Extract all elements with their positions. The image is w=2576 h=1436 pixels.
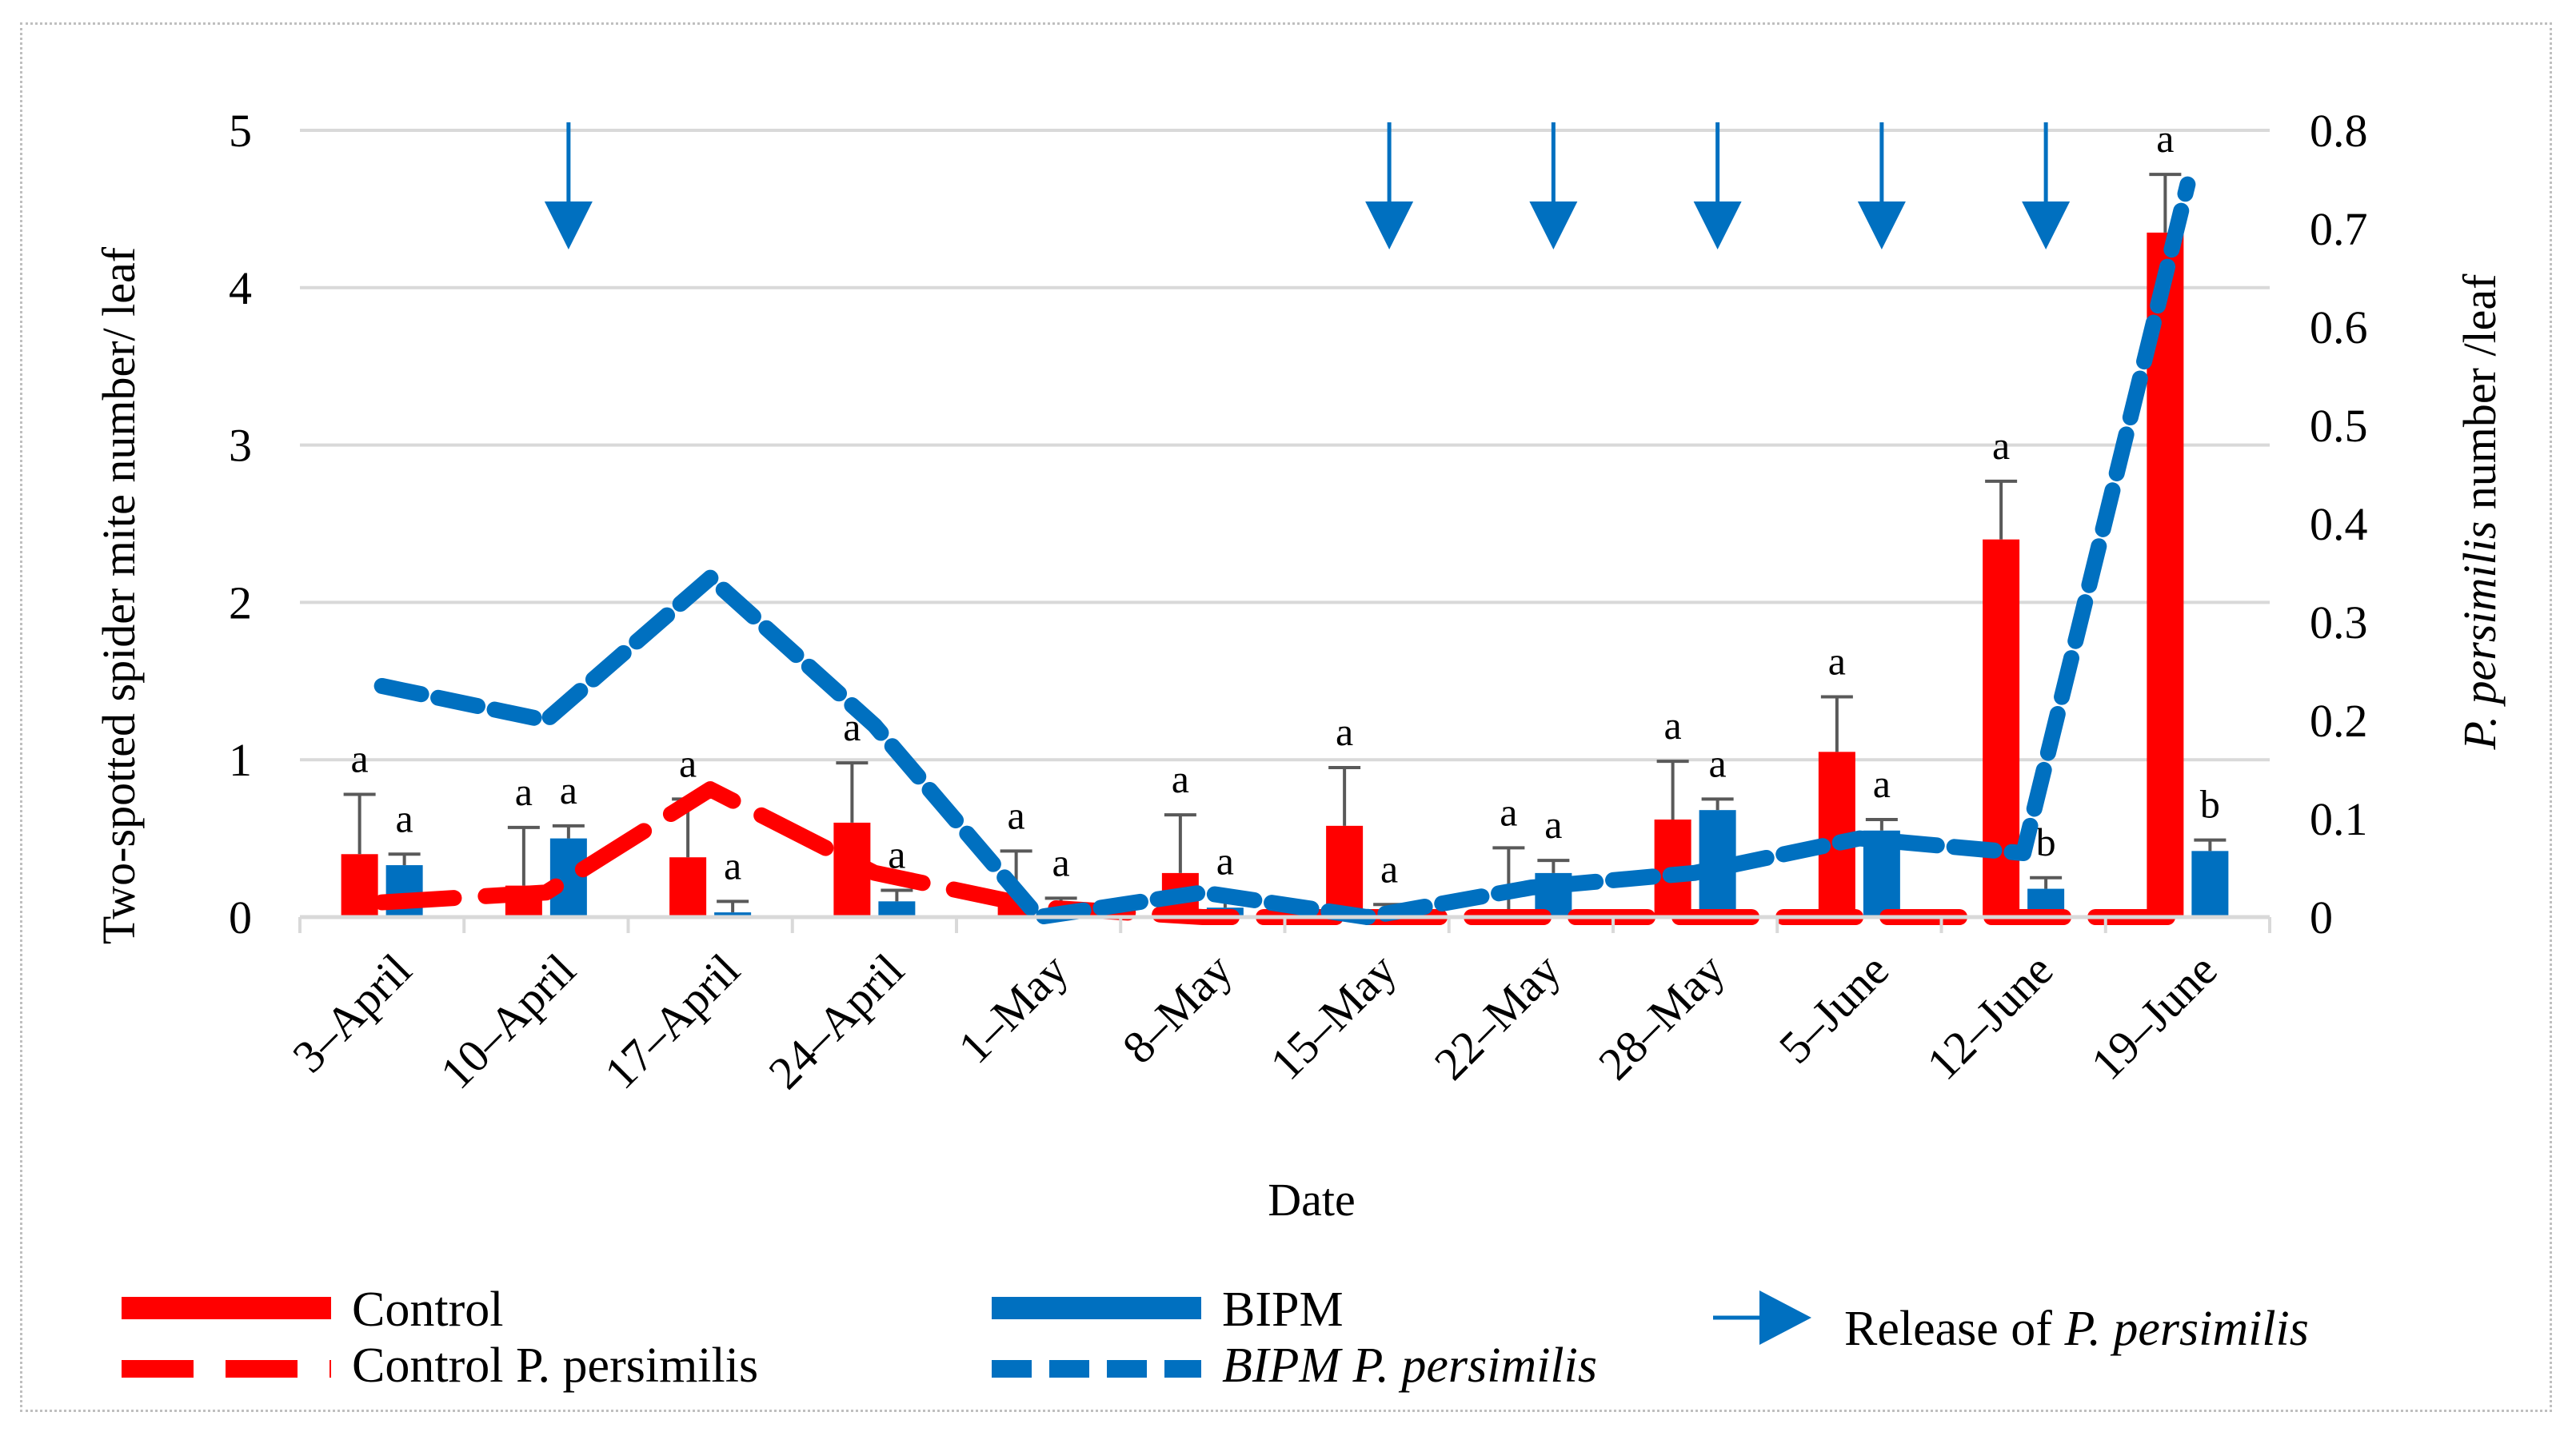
- y-right-tick-label: 0.3: [2310, 596, 2368, 648]
- significance-letter: a: [1172, 756, 1189, 801]
- y-left-tick-label: 3: [229, 420, 252, 472]
- legend-control-pp-label: Control P. persimilis: [352, 1338, 758, 1393]
- bar-control: [341, 854, 378, 917]
- gridlines: [300, 129, 2270, 762]
- y-axis-right-label: P. persimilis number /leaf: [2454, 273, 2506, 751]
- significance-letter: a: [1664, 703, 1682, 748]
- significance-letter: a: [1544, 802, 1562, 847]
- x-axis-label: Date: [1268, 1174, 1356, 1226]
- significance-letter: a: [560, 768, 577, 812]
- significance-letter: b: [2036, 820, 2056, 864]
- significance-letter: a: [888, 832, 905, 877]
- legend-release-arrow-head: [1759, 1290, 1811, 1345]
- bar-control: [1983, 539, 2020, 917]
- legend-bipm-label: BIPM: [1222, 1282, 1344, 1337]
- y-left-tick-label: 1: [229, 734, 252, 786]
- y-right-tick-label: 0.6: [2310, 301, 2368, 353]
- x-tick-label: 1–May: [949, 943, 1078, 1073]
- legend-bipm-swatch: [992, 1297, 1201, 1319]
- line-bipm-p-persimilis: [373, 176, 2196, 925]
- y-right-tick-label: 0: [2310, 892, 2333, 943]
- significance-letter: b: [2200, 782, 2220, 827]
- x-tick-label: 12–June: [1917, 943, 2063, 1090]
- release-arrow-head: [2022, 201, 2071, 249]
- significance-letter: a: [1336, 709, 1353, 754]
- significance-letter: a: [396, 796, 413, 840]
- significance-letter: a: [515, 769, 533, 814]
- x-tick-label: 28–May: [1588, 943, 1735, 1090]
- significance-letter: a: [724, 843, 741, 888]
- bar-bipm: [2191, 851, 2229, 917]
- significance-letter: a: [1216, 838, 1234, 883]
- x-tick-label: 8–May: [1112, 943, 1242, 1073]
- x-tick-label: 22–May: [1424, 943, 1571, 1090]
- significance-letter: a: [1380, 846, 1398, 891]
- bar-bipm: [549, 838, 587, 917]
- significance-letter: a: [679, 740, 697, 785]
- y-right-tick-label: 0.1: [2310, 793, 2368, 845]
- y-axis-right-label-rest: number /leaf: [2454, 273, 2506, 521]
- y-right-tick-label: 0.5: [2310, 400, 2368, 452]
- figure-frame: [20, 22, 2552, 1412]
- significance-letter: a: [1500, 789, 1517, 834]
- y-right-tick-label: 0.4: [2310, 498, 2368, 550]
- release-arrow-head: [1365, 201, 1414, 249]
- significance-letter: a: [2156, 116, 2174, 161]
- y-left-tick-label: 2: [229, 576, 252, 628]
- x-tick-label: 5–June: [1769, 943, 1899, 1073]
- significance-letter: a: [1873, 761, 1891, 806]
- y-right-tick-label: 0.8: [2310, 105, 2368, 157]
- dashed-lines: [373, 176, 2196, 925]
- significance-letter: a: [1008, 792, 1025, 837]
- legend: Control Control P. persimilis BIPM BIPM …: [122, 1282, 2309, 1393]
- x-tick-label: 10–April: [430, 943, 585, 1099]
- significance-letter: a: [1828, 638, 1846, 683]
- release-arrow-head: [1529, 201, 1578, 249]
- x-tick-label: 24–April: [759, 943, 914, 1099]
- y-right-tick-label: 0.7: [2310, 203, 2368, 255]
- y-left-tick-label: 4: [229, 262, 252, 314]
- significance-letter: a: [351, 736, 369, 780]
- legend-control-swatch: [122, 1297, 331, 1319]
- y-left-tick-label: 0: [229, 892, 252, 943]
- y-axis-left-label: Two-spotted spider mite number/ leaf: [93, 246, 145, 944]
- bar-bipm: [714, 912, 752, 917]
- legend-bipm-pp-label: BIPM P. persimilis: [1222, 1338, 1597, 1393]
- significance-letter: a: [1709, 740, 1727, 785]
- release-arrows: [544, 122, 2071, 249]
- legend-release-label: Release of P. persimilis: [1844, 1302, 2309, 1356]
- y-right-tick-label: 0.2: [2310, 695, 2368, 747]
- bar-bipm: [878, 901, 916, 917]
- y-axis-right-label-italic: P. persimilis: [2454, 521, 2506, 751]
- release-arrow-head: [544, 201, 593, 249]
- release-arrow-head: [1693, 201, 1742, 249]
- release-arrow-head: [1857, 201, 1906, 249]
- legend-release-prefix: Release of: [1844, 1302, 2064, 1356]
- significance-letter: a: [1992, 423, 2010, 468]
- bar-control: [669, 857, 707, 917]
- x-tick-label: 15–May: [1260, 943, 1407, 1090]
- x-tick-label: 17–April: [594, 943, 749, 1099]
- x-tick-label: 3–April: [282, 943, 421, 1083]
- significance-letter: a: [1052, 840, 1070, 884]
- x-tick-label: 19–June: [2081, 943, 2227, 1090]
- legend-control-label: Control: [352, 1282, 503, 1337]
- legend-release-italic: P. persimilis: [2063, 1302, 2308, 1356]
- y-left-tick-label: 5: [229, 105, 252, 157]
- bar-control: [1326, 825, 1364, 917]
